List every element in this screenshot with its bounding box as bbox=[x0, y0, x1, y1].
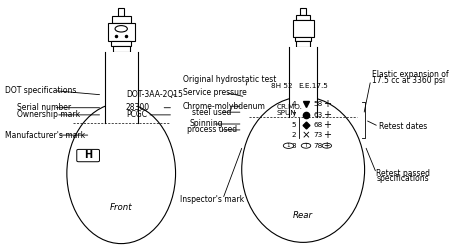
Text: H: H bbox=[84, 150, 92, 160]
Text: +: + bbox=[323, 99, 331, 109]
Text: 2: 2 bbox=[292, 132, 296, 138]
Text: 7: 7 bbox=[292, 112, 296, 118]
Text: 1: 1 bbox=[287, 143, 290, 148]
Text: PCGC: PCGC bbox=[126, 110, 147, 119]
FancyBboxPatch shape bbox=[289, 47, 317, 117]
FancyBboxPatch shape bbox=[295, 37, 311, 41]
Text: 68: 68 bbox=[314, 122, 323, 128]
Text: Service pressure: Service pressure bbox=[182, 88, 246, 97]
FancyBboxPatch shape bbox=[293, 20, 314, 37]
Ellipse shape bbox=[67, 103, 175, 244]
Text: 58: 58 bbox=[314, 101, 323, 107]
Text: Manufacturer's mark: Manufacturer's mark bbox=[5, 131, 85, 140]
Text: Rear: Rear bbox=[293, 211, 313, 220]
Text: 8H 52: 8H 52 bbox=[271, 83, 293, 89]
Text: Elastic expansion of: Elastic expansion of bbox=[372, 70, 448, 79]
FancyBboxPatch shape bbox=[301, 8, 306, 15]
Text: Retest passed: Retest passed bbox=[376, 169, 430, 178]
Text: Retest dates: Retest dates bbox=[379, 122, 427, 131]
Text: 3: 3 bbox=[292, 143, 296, 149]
Text: specifications: specifications bbox=[376, 174, 429, 183]
FancyBboxPatch shape bbox=[296, 15, 310, 20]
Circle shape bbox=[322, 143, 331, 148]
Text: 17.5 cc at 3360 psi: 17.5 cc at 3360 psi bbox=[372, 76, 445, 85]
Text: CR.MO.: CR.MO. bbox=[276, 104, 302, 110]
FancyBboxPatch shape bbox=[77, 149, 100, 162]
FancyBboxPatch shape bbox=[108, 23, 135, 41]
Text: Serial number: Serial number bbox=[17, 103, 72, 112]
Text: Inspector's mark: Inspector's mark bbox=[180, 195, 245, 204]
Text: DOT specifications: DOT specifications bbox=[5, 86, 77, 95]
Text: +: + bbox=[324, 141, 330, 150]
FancyBboxPatch shape bbox=[105, 52, 137, 123]
Text: Front: Front bbox=[110, 203, 133, 212]
Text: E.E.17.5: E.E.17.5 bbox=[298, 83, 328, 89]
Text: Chrome-molybdenum: Chrome-molybdenum bbox=[182, 102, 265, 111]
Text: Original hydrostatic test: Original hydrostatic test bbox=[182, 75, 276, 84]
Ellipse shape bbox=[242, 97, 365, 242]
Text: 78: 78 bbox=[314, 143, 323, 149]
Text: 73: 73 bbox=[314, 132, 323, 138]
Text: Ownership mark: Ownership mark bbox=[17, 110, 81, 119]
Circle shape bbox=[115, 26, 128, 32]
Text: 4: 4 bbox=[292, 101, 296, 107]
Text: process used: process used bbox=[187, 125, 237, 134]
Text: T: T bbox=[304, 143, 308, 148]
Text: Spinning: Spinning bbox=[190, 120, 223, 128]
Text: DOT-3AA-2Q15: DOT-3AA-2Q15 bbox=[126, 91, 183, 99]
Text: SPUN: SPUN bbox=[276, 110, 296, 116]
FancyBboxPatch shape bbox=[111, 41, 131, 46]
Text: steel used: steel used bbox=[192, 108, 231, 117]
Text: +: + bbox=[323, 130, 331, 140]
FancyBboxPatch shape bbox=[113, 46, 130, 52]
Text: ×: × bbox=[301, 130, 310, 140]
Text: 63: 63 bbox=[314, 112, 323, 118]
Text: +: + bbox=[323, 110, 331, 120]
Circle shape bbox=[283, 143, 294, 148]
Circle shape bbox=[301, 143, 311, 148]
Text: +: + bbox=[323, 120, 331, 130]
Text: 28300: 28300 bbox=[126, 103, 150, 112]
Text: 5: 5 bbox=[292, 122, 296, 128]
FancyBboxPatch shape bbox=[118, 8, 124, 16]
FancyBboxPatch shape bbox=[296, 41, 310, 47]
FancyBboxPatch shape bbox=[112, 16, 131, 23]
